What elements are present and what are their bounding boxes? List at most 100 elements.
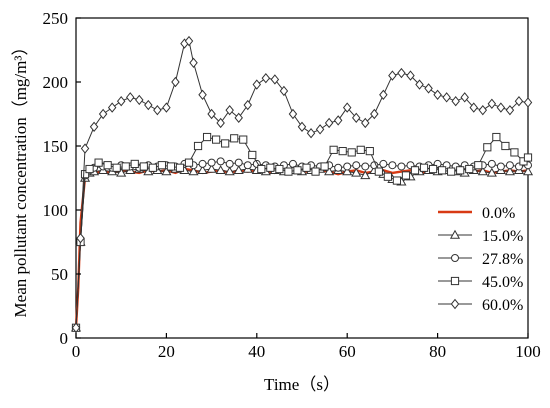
legend-label: 0.0% [482, 205, 515, 222]
data-point-15-0 [188, 166, 199, 176]
data-point-45-0 [130, 159, 139, 169]
legend-item-45-0: 45.0% [438, 274, 523, 291]
data-point-45-0 [148, 163, 157, 172]
data-point-60-0 [388, 70, 397, 81]
data-point-45-0 [474, 161, 483, 170]
data-point-45-0 [419, 163, 429, 172]
data-point-45-0 [510, 148, 519, 157]
data-point-60-0 [333, 115, 343, 126]
data-point-60-0 [342, 102, 352, 113]
data-point-45-0 [202, 132, 212, 142]
data-point-15-0 [161, 166, 172, 176]
data-point-27-8 [288, 159, 297, 168]
data-point-45-0 [383, 172, 392, 181]
data-point-45-0 [121, 162, 130, 171]
data-point-15-0 [233, 165, 244, 175]
data-point-27-8 [198, 159, 207, 168]
data-point-45-0 [184, 158, 194, 167]
data-point-60-0 [198, 89, 207, 100]
data-point-27-8 [343, 162, 352, 171]
series-27-8 [72, 157, 532, 332]
data-point-45-0 [139, 162, 148, 171]
data-point-45-0 [311, 167, 320, 176]
x-tick-label: 20 [158, 342, 175, 361]
data-point-45-0 [166, 162, 176, 171]
data-point-60-0 [406, 70, 415, 81]
y-tick-label: 150 [43, 137, 69, 156]
legend-label: 27.8% [482, 251, 523, 268]
data-point-45-0 [523, 153, 533, 162]
data-point-60-0 [135, 94, 144, 106]
data-point-27-8 [234, 158, 243, 167]
data-point-60-0 [306, 128, 316, 139]
data-point-15-0 [477, 166, 488, 176]
data-point-60-0 [397, 67, 406, 79]
data-point-60-0 [225, 104, 234, 116]
y-tick-label: 50 [51, 265, 68, 284]
data-point-60-0 [279, 85, 289, 97]
data-point-45-0 [302, 163, 311, 172]
y-tick-label: 100 [43, 201, 69, 220]
x-tick-label: 80 [429, 342, 446, 361]
x-axis-title: Time（s） [264, 375, 340, 394]
data-point-60-0 [270, 74, 280, 85]
data-point-15-0 [504, 166, 515, 176]
data-point-60-0 [80, 143, 90, 154]
data-point-45-0 [266, 163, 275, 172]
legend-label: 60.0% [482, 297, 523, 314]
data-point-60-0 [315, 124, 325, 135]
data-point-60-0 [469, 102, 479, 113]
data-point-45-0 [501, 141, 510, 151]
data-point-60-0 [523, 97, 533, 108]
data-point-60-0 [496, 102, 506, 113]
legend-swatch-marker [449, 229, 461, 239]
data-point-60-0 [415, 79, 424, 90]
data-point-45-0 [85, 164, 94, 174]
data-point-60-0 [144, 99, 153, 111]
data-point-15-0 [324, 166, 335, 176]
data-point-60-0 [478, 104, 488, 116]
data-point-60-0 [76, 232, 85, 244]
data-point-45-0 [320, 162, 329, 171]
data-point-45-0 [175, 163, 185, 172]
data-point-60-0 [162, 102, 171, 113]
data-point-45-0 [275, 164, 284, 174]
data-point-60-0 [234, 112, 243, 124]
data-point-15-0 [351, 167, 362, 177]
data-point-45-0 [193, 141, 203, 151]
axis-layer: 0 20 40 60 80 100 0 50 100 150 200 250 [43, 9, 541, 361]
data-point-27-8 [487, 159, 496, 168]
legend-swatch-marker [451, 254, 459, 262]
data-point-45-0 [221, 139, 230, 148]
data-point-15-0 [224, 166, 235, 176]
data-point-27-8 [496, 162, 505, 171]
data-point-45-0 [239, 135, 248, 144]
data-point-60-0 [71, 322, 81, 333]
data-point-45-0 [492, 132, 501, 142]
legend-swatch-marker [450, 298, 460, 310]
data-point-15-0 [360, 170, 371, 180]
plot-frame [75, 17, 529, 339]
data-point-60-0 [487, 98, 497, 109]
data-point-60-0 [370, 108, 379, 120]
data-point-45-0 [338, 147, 347, 156]
data-point-45-0 [157, 161, 166, 170]
data-point-45-0 [365, 147, 374, 156]
data-point-60-0 [116, 96, 126, 107]
x-tick-label: 100 [515, 342, 541, 361]
data-point-45-0 [284, 167, 293, 176]
legend-item-0-0: 0.0% [438, 205, 515, 222]
data-point-27-8 [505, 161, 514, 170]
data-point-45-0 [374, 167, 383, 176]
data-point-15-0 [206, 163, 217, 173]
legend-item-60-0: 60.0% [438, 297, 523, 314]
data-point-60-0 [252, 79, 262, 90]
data-point-27-8 [207, 158, 216, 167]
data-point-60-0 [361, 117, 370, 129]
x-tick-label: 40 [248, 342, 265, 361]
data-point-15-0 [486, 167, 497, 177]
data-point-60-0 [261, 72, 271, 84]
legend: 0.0% 15.0% 27.8% 45.0% 60.0% [438, 205, 523, 314]
data-point-60-0 [514, 96, 524, 107]
data-point-45-0 [212, 135, 221, 144]
